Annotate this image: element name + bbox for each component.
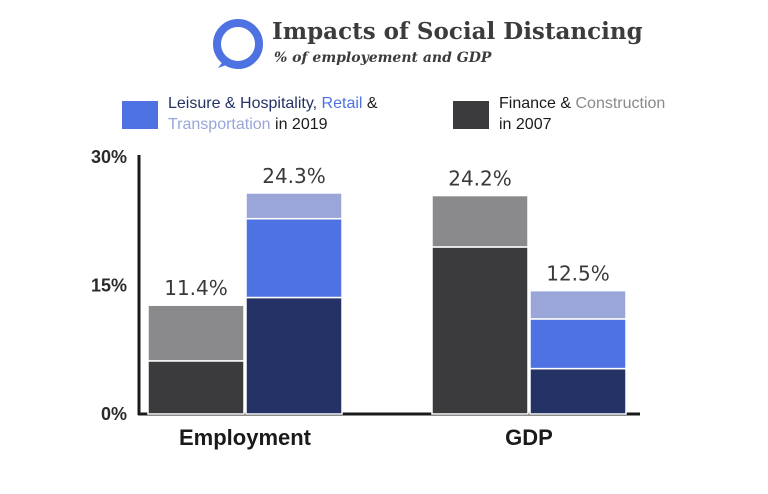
- bar-segment: [529, 289, 627, 320]
- legend-swatch-2007: [453, 101, 489, 129]
- chart-title: Impacts of Social Distancing: [272, 18, 643, 45]
- bar-segment: [431, 194, 529, 248]
- legend-text-transportation: Transportation: [168, 116, 271, 133]
- legend-entry-2019: Leisure & Hospitality, Retail & Transpor…: [122, 93, 442, 139]
- bar-segment: [245, 217, 343, 299]
- legend-text-finance: Finance &: [499, 95, 576, 112]
- legend-label-2019: Leisure & Hospitality, Retail & Transpor…: [168, 93, 378, 135]
- bar-total-label: 12.5%: [546, 262, 610, 286]
- y-tick-label: 0%: [101, 404, 127, 424]
- speech-bubble-logo-icon: [213, 19, 263, 69]
- legend-label-2007: Finance & Construction in 2007: [499, 93, 665, 135]
- bar-segment: [245, 192, 343, 220]
- legend-text-leisure: Leisure & Hospitality,: [168, 95, 322, 112]
- bar-segment: [147, 360, 245, 415]
- legend-swatch-2019: [122, 101, 158, 129]
- category-label: GDP: [505, 425, 553, 450]
- legend-text-retail: Retail: [321, 95, 363, 112]
- legend-entry-2007: Finance & Construction in 2007: [453, 93, 723, 139]
- y-tick-label: 15%: [91, 276, 127, 296]
- legend-text-year-2007: in 2007: [499, 116, 552, 133]
- bar-segment: [529, 367, 627, 415]
- bar-total-label: 24.2%: [448, 167, 512, 191]
- legend-text-construction: Construction: [575, 95, 666, 112]
- bar-segment: [529, 318, 627, 370]
- bar-segment: [147, 304, 245, 362]
- legend-text-year-2019: in 2019: [270, 116, 328, 133]
- y-tick-label: 30%: [91, 147, 127, 167]
- bar-total-label: 11.4%: [164, 276, 228, 300]
- bar-segment: [245, 296, 343, 415]
- legend-text-ampersand: &: [362, 95, 378, 112]
- bar-total-label: 24.3%: [262, 164, 326, 188]
- bar-segment: [431, 246, 529, 415]
- chart-header: Impacts of Social Distancing % of employ…: [210, 16, 643, 72]
- chart-subtitle: % of employement and GDP: [274, 50, 492, 66]
- category-label: Employment: [179, 425, 312, 450]
